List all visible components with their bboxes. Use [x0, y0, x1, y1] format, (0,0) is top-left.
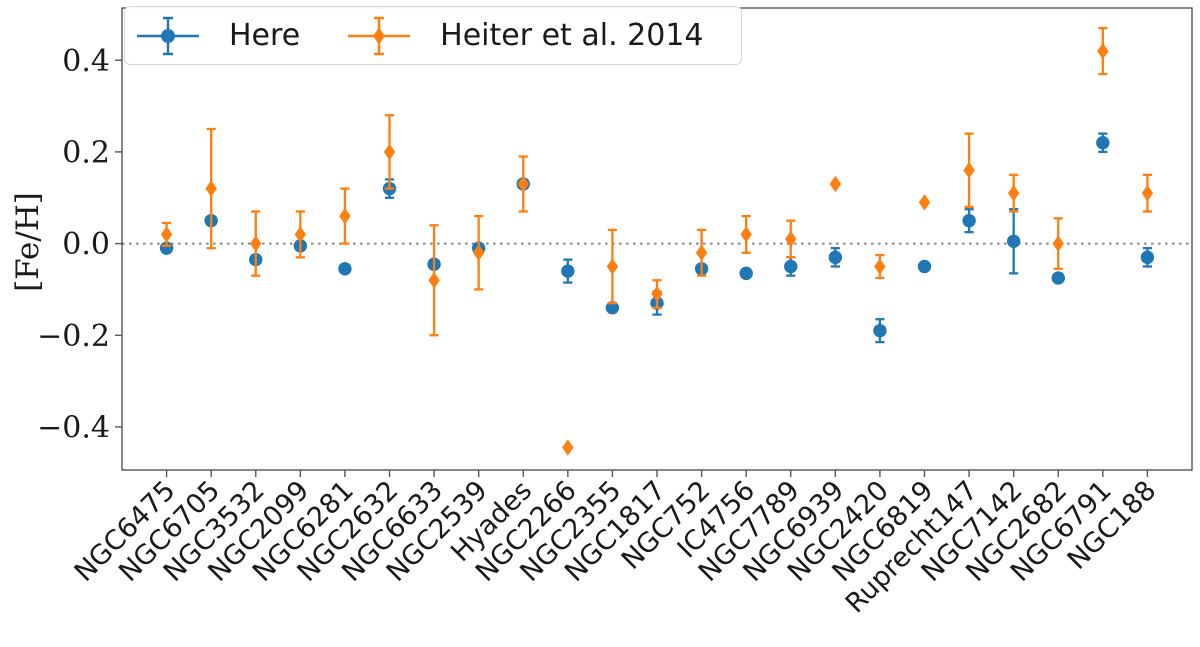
y-tick-label: 0.4: [62, 44, 110, 79]
marker-here-NGC2355: [605, 301, 620, 315]
marker-heiter-2014-NGC2355: [606, 258, 619, 275]
marker-heiter-2014-NGC2632: [383, 143, 396, 161]
plot-border: [121, 7, 1193, 471]
marker-heiter-2014-NGC2266: [562, 439, 574, 456]
marker-heiter-2014-NGC6791: [1097, 42, 1109, 60]
marker-here-NGC2420: [873, 323, 887, 338]
marker-here-NGC2682: [1051, 271, 1065, 285]
marker-here-NGC6791: [1096, 136, 1110, 150]
marker-heiter-2014-NGC752: [695, 244, 708, 261]
y-tick-label: 0.0: [62, 227, 110, 262]
marker-heiter-2014-NGC6633: [428, 272, 440, 289]
marker-heiter-2014-NGC6705: [205, 180, 217, 197]
marker-heiter-2014-NGC2682: [1052, 235, 1064, 252]
marker-here-NGC6939: [828, 250, 843, 265]
marker-heiter-2014-NGC2099: [294, 226, 307, 243]
legend-label-heiter: Heiter et al. 2014: [440, 17, 704, 53]
y-tick-label: −0.4: [37, 410, 110, 445]
legend-label-here: Here: [229, 17, 301, 53]
marker-heiter-2014-IC4756: [740, 226, 752, 243]
marker-heiter-2014-NGC6819: [918, 194, 931, 211]
marker-heiter-2014-NGC3532: [250, 235, 262, 252]
marker-heiter-2014-Ruprecht147: [963, 162, 975, 179]
marker-here-NGC188: [1140, 250, 1155, 265]
marker-heiter-2014-NGC1817: [651, 285, 663, 303]
marker-here-NGC2266: [561, 264, 575, 278]
marker-heiter-2014-NGC7789: [785, 230, 797, 248]
marker-here-NGC7142: [1006, 234, 1021, 248]
y-tick-label: −0.2: [37, 319, 110, 354]
y-tick-label: 0.2: [62, 135, 110, 170]
marker-here-NGC7789: [784, 259, 798, 274]
legend: Here Heiter et al. 2014: [124, 6, 742, 65]
y-axis-label: [Fe/H]: [10, 192, 46, 292]
marker-heiter-2014-Hyades: [517, 175, 529, 193]
legend-entry-heiter: Heiter et al. 2014: [346, 10, 704, 62]
marker-heiter-2014-NGC188: [1141, 184, 1154, 202]
marker-heiter-2014-NGC6281: [339, 207, 351, 225]
marker-heiter-2014-NGC2420: [874, 258, 886, 275]
marker-heiter-2014-NGC7142: [1007, 184, 1020, 202]
marker-here-IC4756: [739, 266, 753, 281]
marker-heiter-2014-NGC6939: [829, 175, 842, 193]
marker-here-NGC6819: [917, 259, 932, 274]
marker-heiter-2014-NGC2539: [472, 244, 485, 261]
errorbar-diamond-marker-icon: [348, 16, 411, 55]
errorbar-circle-marker-icon: [137, 16, 199, 55]
marker-here-Ruprecht147: [962, 213, 976, 228]
legend-entry-here: Here: [135, 10, 300, 62]
marker-here-NGC6281: [338, 262, 352, 276]
marker-heiter-2014-NGC6475: [160, 226, 173, 243]
